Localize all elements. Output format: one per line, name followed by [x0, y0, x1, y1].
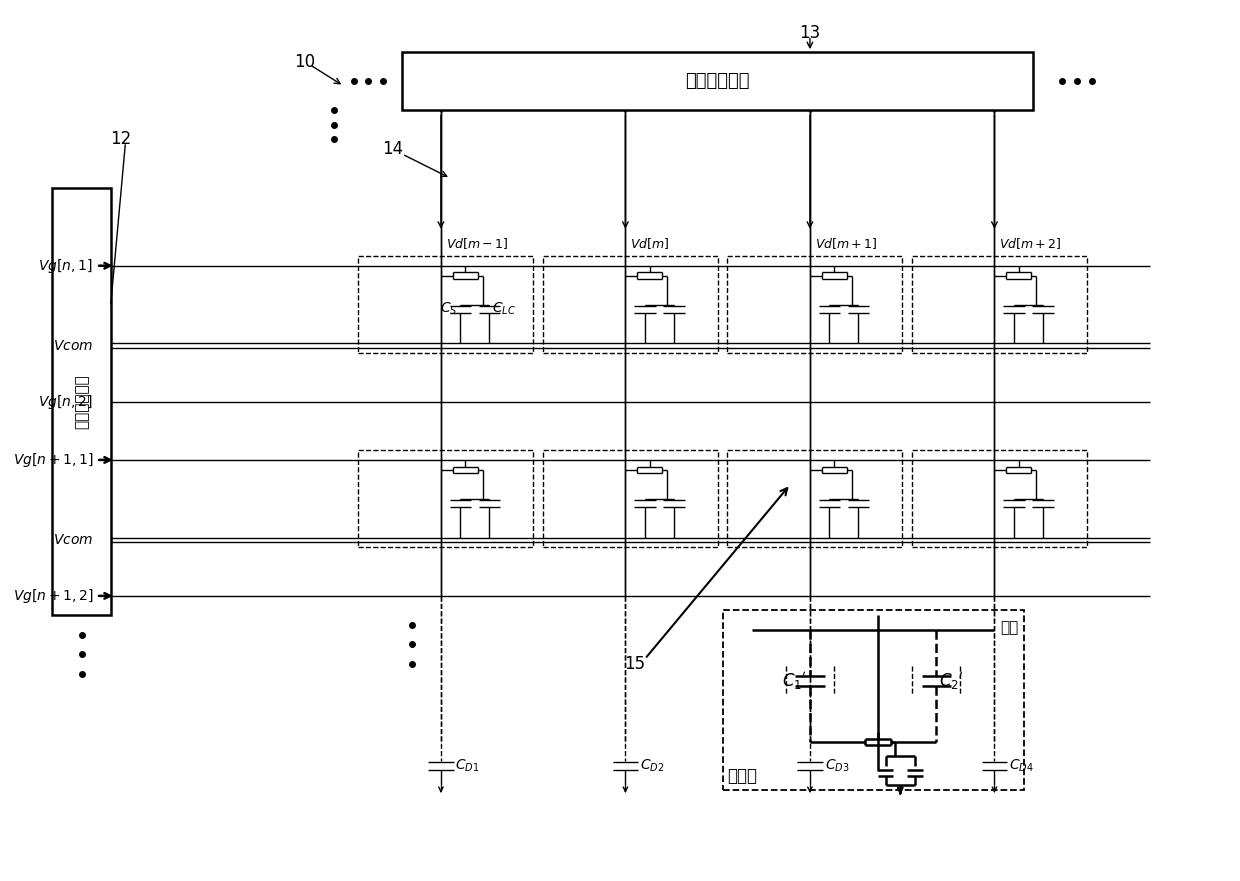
Bar: [911, 450, 1086, 547]
Text: 15: 15: [625, 655, 646, 673]
Text: $C_S$: $C_S$: [440, 300, 458, 316]
Text: $C_{D4}$: $C_{D4}$: [1009, 758, 1034, 774]
Text: 棵线: 棵线: [1001, 620, 1019, 635]
Bar: [52, 188, 110, 615]
Text: 10: 10: [294, 53, 315, 70]
Bar: [358, 450, 533, 547]
Bar: [728, 256, 903, 353]
Text: $C_1{'}$: $C_1{'}$: [782, 670, 807, 692]
Text: $C_{D3}$: $C_{D3}$: [825, 758, 849, 774]
Text: 数据驱动电路: 数据驱动电路: [686, 72, 750, 90]
Text: $Vg[n+1,2]$: $Vg[n+1,2]$: [12, 587, 93, 605]
Text: 12: 12: [110, 130, 131, 149]
Text: $Vd[m-1]$: $Vd[m-1]$: [445, 237, 508, 251]
Text: $C_{D2}$: $C_{D2}$: [640, 758, 665, 774]
Bar: [911, 256, 1086, 353]
Text: $C_{LC}$: $C_{LC}$: [492, 300, 516, 316]
Bar: [358, 256, 533, 353]
Text: $Vg[n+1,1]$: $Vg[n+1,1]$: [12, 451, 93, 469]
Text: $Vg[n,1]$: $Vg[n,1]$: [38, 256, 93, 275]
Text: $Vcom$: $Vcom$: [53, 533, 93, 547]
Bar: [723, 611, 1023, 790]
Text: $C_2{'}$: $C_2{'}$: [939, 670, 963, 692]
Bar: [402, 52, 1033, 110]
Text: $Vd[m+1]$: $Vd[m+1]$: [815, 237, 878, 251]
Text: $Vcom$: $Vcom$: [53, 339, 93, 352]
Text: $C_{D1}$: $C_{D1}$: [455, 758, 480, 774]
Bar: [543, 450, 718, 547]
Text: $Vd[m+2]$: $Vd[m+2]$: [999, 237, 1061, 251]
Text: 数据线: 数据线: [728, 767, 758, 785]
Bar: [728, 450, 903, 547]
Text: $Vd[m]$: $Vd[m]$: [630, 237, 670, 251]
Text: 14: 14: [382, 140, 403, 159]
Bar: [543, 256, 718, 353]
Text: 栅极驱动电路: 栅极驱动电路: [74, 374, 89, 429]
Text: 13: 13: [800, 24, 821, 41]
Text: $Vg[n,2]$: $Vg[n,2]$: [38, 393, 93, 411]
